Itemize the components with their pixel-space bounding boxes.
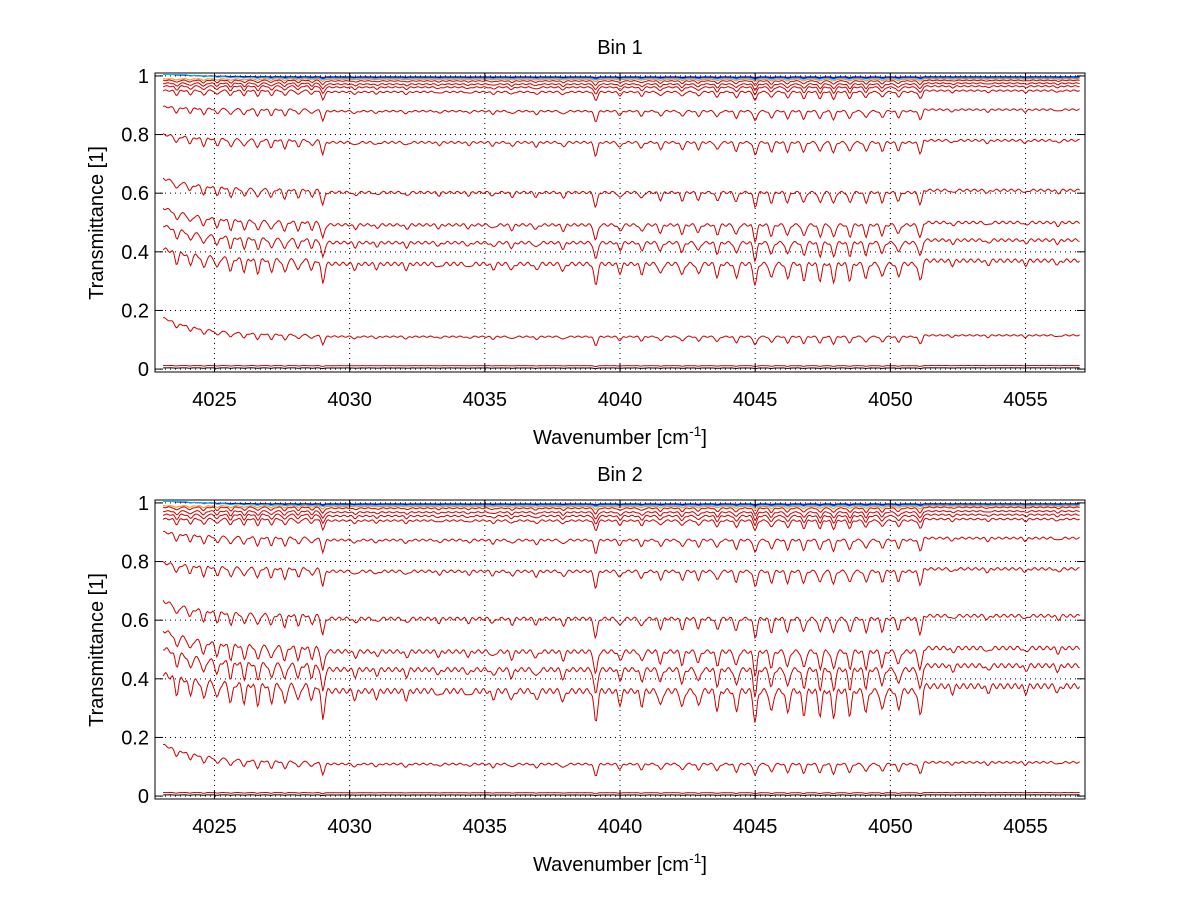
- series-line-trace-14: [162, 671, 1081, 723]
- series-line-trace-01: [163, 501, 1080, 506]
- x-axis-label-sup: -1: [689, 423, 702, 439]
- x-tick-label: 4035: [463, 816, 508, 838]
- y-ticks: 0 0.2 0.4 0.6 0.8 1: [121, 493, 1085, 808]
- series-line-trace-12: [162, 630, 1081, 677]
- series-line-trace-12: [162, 207, 1080, 244]
- y-tick-label: 0.8: [121, 125, 149, 147]
- series-line-trace-16: [163, 364, 1080, 368]
- series-line-trace-09: [162, 105, 1080, 123]
- series-line-trace-01: [163, 74, 1080, 79]
- x-tick-label: 4050: [868, 389, 913, 411]
- y-axis-label: Transmittance [1]: [86, 146, 108, 300]
- series-line-trace-13: [163, 224, 1080, 264]
- series-line-trace-07: [162, 85, 1080, 96]
- x-tick-label: 4045: [733, 389, 778, 411]
- series-line-trace-17: [163, 367, 1080, 370]
- series-line-trace-10: [162, 561, 1080, 590]
- series-line-trace-08: [162, 517, 1080, 532]
- series-layer: [162, 501, 1081, 797]
- y-tick-label: 1: [138, 66, 149, 88]
- chart-title: Bin 1: [597, 37, 643, 59]
- x-ticks: 4025 4030 4035 4040 4045 4050 4055: [192, 73, 1048, 411]
- x-tick-label: 4040: [598, 816, 643, 838]
- x-tick-label: 4030: [327, 389, 372, 411]
- y-tick-label: 0: [138, 359, 149, 381]
- series-line-trace-08: [162, 89, 1080, 102]
- series-line-trace-09: [162, 530, 1080, 555]
- x-tick-label: 4045: [733, 816, 778, 838]
- series-line-trace-03: [163, 501, 1080, 508]
- x-ticks: 4025 4030 4035 4040 4045 4050 4055: [192, 500, 1048, 838]
- series-line-trace-11: [162, 177, 1080, 209]
- series-line-trace-06: [163, 82, 1080, 92]
- y-tick-label: 0.8: [121, 552, 149, 574]
- y-tick-label: 0: [138, 786, 149, 808]
- series-line-trace-10: [162, 133, 1080, 158]
- series-line-trace-15: [163, 743, 1080, 777]
- y-tick-label: 0.6: [121, 610, 149, 632]
- series-line-trace-03: [163, 74, 1080, 81]
- x-tick-label: 4050: [868, 816, 913, 838]
- y-tick-label: 0.4: [121, 669, 149, 691]
- x-axis-label-main: Wavenumber [cm: [533, 427, 689, 449]
- series-line-trace-13: [163, 647, 1080, 698]
- y-tick-label: 0.2: [121, 727, 149, 749]
- x-tick-label: 4055: [1003, 389, 1048, 411]
- y-tick-label: 1: [138, 493, 149, 515]
- x-axis-label: Wavenumber [cm-1]: [533, 423, 707, 449]
- y-tick-label: 0.6: [121, 183, 149, 205]
- series-line-trace-06: [163, 510, 1080, 521]
- series-line-trace-17: [163, 794, 1080, 797]
- x-tick-label: 4035: [463, 389, 508, 411]
- x-tick-label: 4025: [192, 816, 237, 838]
- y-tick-label: 0.4: [121, 242, 149, 264]
- x-tick-label: 4025: [192, 389, 237, 411]
- x-axis-label-close: ]: [701, 427, 707, 449]
- series-line-trace-02: [163, 501, 1080, 507]
- y-ticks: 0 0.2 0.4 0.6 0.8 1: [121, 66, 1085, 381]
- chart-title: Bin 2: [597, 464, 643, 486]
- series-line-trace-04: [163, 505, 1080, 510]
- series-line-trace-02: [163, 74, 1080, 80]
- series-line-trace-16: [163, 791, 1080, 795]
- x-tick-label: 4055: [1003, 816, 1048, 838]
- x-axis-label-sup: -1: [689, 850, 702, 866]
- series-line-trace-05: [162, 506, 1080, 515]
- series-line-trace-11: [162, 600, 1080, 640]
- y-tick-label: 0.2: [121, 300, 149, 322]
- series-line-trace-07: [162, 513, 1080, 527]
- y-axis-label: Transmittance [1]: [86, 573, 108, 727]
- series-layer: [162, 74, 1080, 370]
- series-line-trace-05: [162, 79, 1080, 87]
- x-tick-label: 4030: [327, 816, 372, 838]
- x-axis-label: Wavenumber [cm-1]: [533, 850, 707, 876]
- x-axis-label-main: Wavenumber [cm: [533, 854, 689, 876]
- series-line-trace-14: [162, 247, 1080, 286]
- x-axis-label-close: ]: [701, 854, 707, 876]
- subplot-bin-2: Bin 2 4025 4030 4035 4040 4045 4050 4055 00.20…: [86, 464, 1086, 876]
- subplot-bin-1: Bin 1 4025 4030 4035 4040 4045 4050 4055 00.20…: [86, 37, 1086, 449]
- x-tick-label: 4040: [598, 389, 643, 411]
- series-line-trace-15: [163, 317, 1080, 347]
- series-line-trace-04: [163, 78, 1080, 83]
